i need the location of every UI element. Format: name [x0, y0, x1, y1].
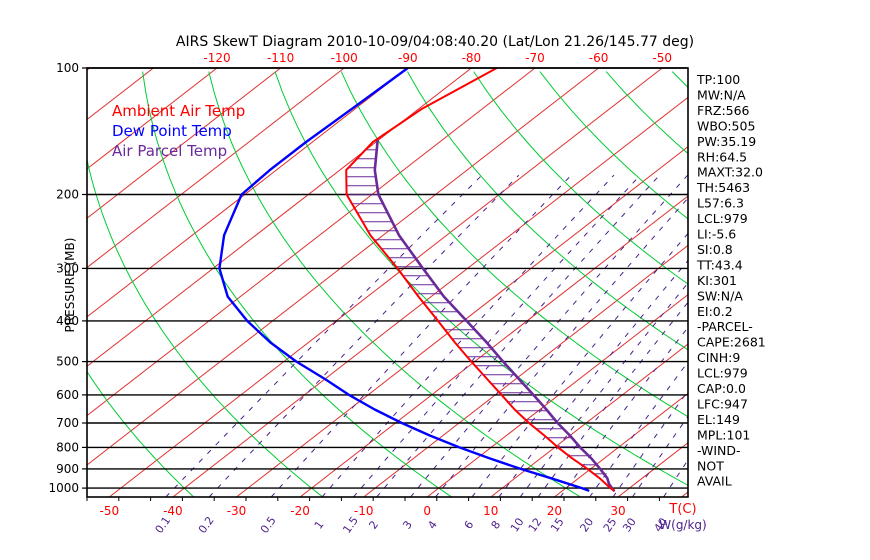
- legend-label-1: Ambient Air Temp: [112, 102, 245, 120]
- pressure-tick-label: 700: [56, 416, 79, 430]
- index-line: MAXT:32.0: [697, 165, 763, 180]
- top-temp-tick-label: -100: [331, 51, 358, 65]
- pressure-tick-label: 100: [56, 61, 79, 75]
- legend-label-2: Dew Point Temp: [112, 122, 232, 140]
- bottom-temp-tick-label: -40: [163, 504, 183, 518]
- index-line: AVAIL: [697, 474, 732, 489]
- index-line: PW:35.19: [697, 134, 756, 149]
- index-line: -WIND-: [697, 443, 741, 458]
- legend-label-3: Air Parcel Temp: [112, 142, 227, 160]
- isotherm-lines: [87, 68, 688, 497]
- pressure-tick-label: 200: [56, 188, 79, 202]
- index-line: EL:149: [697, 412, 740, 427]
- index-line: TT:43.4: [696, 257, 743, 272]
- mixing-ratio-lines: [165, 174, 688, 497]
- bottom-temp-tick-label: 10: [483, 504, 498, 518]
- bottom-temperature-labels: -50 -40 -30 -20 -10 0 10 20 30: [99, 504, 625, 518]
- pressure-tick-label: 800: [56, 440, 79, 454]
- pressure-tick-label: 400: [56, 314, 79, 328]
- index-line: SI:0.8: [697, 242, 733, 257]
- top-temp-tick-label: -60: [589, 51, 609, 65]
- index-line: TH:5463: [696, 180, 750, 195]
- page-title: AIRS SkewT Diagram 2010-10-09/04:08:40.2…: [176, 34, 694, 50]
- pressure-tick-label: 600: [56, 388, 79, 402]
- index-line: TP:100: [696, 72, 740, 87]
- top-temp-tick-label: -80: [462, 51, 482, 65]
- pressure-axis-label: PRESSURE (MB): [63, 238, 77, 333]
- pressure-tick-label: 900: [56, 462, 79, 476]
- index-line: CAP:0.0: [697, 381, 746, 396]
- index-line: LFC:947: [697, 396, 748, 411]
- pressure-tick-label: 300: [56, 261, 79, 275]
- index-line: RH:64.5: [697, 149, 747, 164]
- index-line: LI:-5.6: [697, 227, 736, 242]
- bottom-temp-tick-label: -20: [290, 504, 310, 518]
- index-panel: TP:100MW:N/AFRZ:566WBO:505PW:35.19RH:64.…: [696, 72, 766, 489]
- index-line: EI:0.2: [697, 304, 733, 319]
- index-line: MPL:101: [697, 427, 750, 442]
- top-temp-tick-label: -50: [652, 51, 672, 65]
- index-line: CINH:9: [697, 350, 740, 365]
- bottom-temp-tick-label: -50: [99, 504, 119, 518]
- index-line: FRZ:566: [697, 103, 750, 118]
- mixing-ratio-axis-label: W(g/kg): [659, 518, 706, 532]
- index-line: MW:N/A: [697, 88, 746, 103]
- plot-frame: [86, 67, 689, 498]
- index-line: LCL:979: [697, 366, 748, 381]
- curve-legend: Ambient Air Temp Dew Point Temp Air Parcel…: [112, 102, 245, 160]
- bottom-temp-tick-label: 20: [547, 504, 562, 518]
- bottom-temp-tick-label: 0: [423, 504, 431, 518]
- index-line: NOT: [697, 458, 724, 473]
- top-temp-tick-label: -120: [203, 51, 230, 65]
- index-line: CAPE:2681: [697, 335, 766, 350]
- top-temperature-labels: -120 -110 -100 -90 -80 -70 -60 -50: [203, 51, 672, 65]
- index-line: WBO:505: [697, 118, 755, 133]
- pressure-tick-label: 500: [56, 355, 79, 369]
- temperature-axis-label: T(C): [668, 502, 696, 517]
- cape-hatch-region: [346, 140, 604, 475]
- dry-adiabat-lines: [87, 71, 688, 497]
- bottom-temp-tick-label: 30: [610, 504, 625, 518]
- pressure-tick-label: 1000: [48, 481, 79, 495]
- top-temp-tick-label: -90: [398, 51, 418, 65]
- pressure-tick-labels: 100 200 300 400 500 600 700 800 900 1000: [48, 61, 79, 495]
- index-line: KI:301: [697, 273, 737, 288]
- index-line: -PARCEL-: [697, 319, 753, 334]
- axis-ticks: [82, 67, 660, 501]
- bottom-temp-tick-label: -10: [354, 504, 374, 518]
- index-line: L57:6.3: [697, 196, 744, 211]
- sounding-curves: [218, 68, 616, 492]
- index-line: LCL:979: [697, 211, 748, 226]
- index-line: SW:N/A: [697, 288, 743, 303]
- top-temp-tick-label: -110: [267, 51, 294, 65]
- top-temp-tick-label: -70: [525, 51, 545, 65]
- bottom-temp-tick-label: -30: [227, 504, 247, 518]
